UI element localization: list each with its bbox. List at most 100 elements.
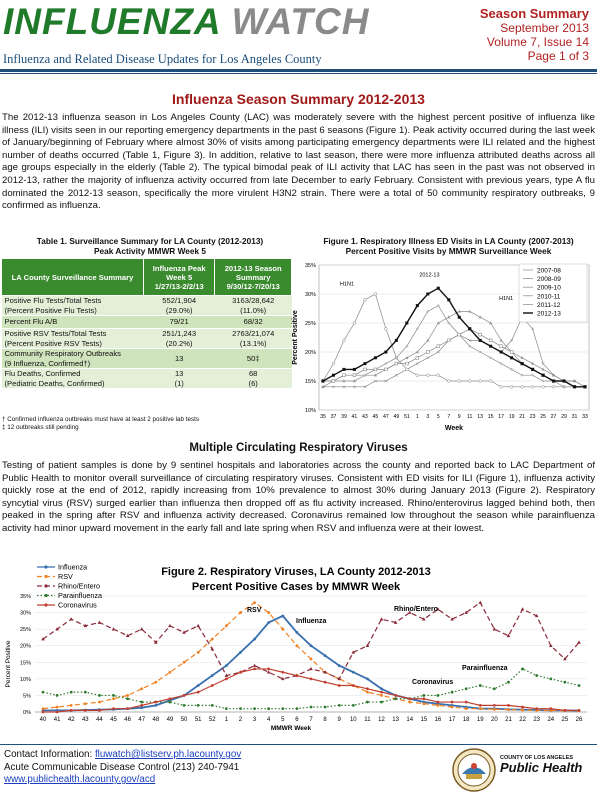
- data-point: [168, 623, 172, 628]
- series-line-coronavirus: [43, 668, 579, 713]
- data-point: [447, 379, 451, 383]
- data-point: [295, 707, 299, 711]
- data-point: [352, 321, 357, 325]
- x-tick-label: 17: [498, 414, 504, 420]
- data-point: [352, 373, 357, 377]
- x-tick-label: 50: [181, 717, 188, 723]
- x-tick-label: 39: [341, 414, 347, 420]
- row-label-line1: Positive Flu Tests/Total Tests: [4, 296, 102, 305]
- contact-line1: Contact Information: fluwatch@listserv.p…: [4, 749, 241, 762]
- legend-marker: [44, 603, 48, 607]
- data-point: [321, 385, 325, 389]
- data-point: [450, 705, 454, 709]
- data-point: [69, 708, 73, 712]
- data-point: [468, 338, 472, 342]
- data-point: [415, 356, 419, 360]
- x-tick-label: 45: [110, 717, 117, 723]
- data-point: [196, 703, 200, 707]
- data-point: [323, 670, 327, 674]
- data-point: [563, 708, 567, 712]
- row-label-line1: Percent Flu A/B: [4, 317, 58, 327]
- data-point: [468, 379, 472, 383]
- data-point: [384, 362, 388, 366]
- y-tick-label: 10%: [20, 677, 31, 683]
- data-point: [394, 373, 398, 377]
- data-point: [499, 350, 503, 354]
- x-tick-label: 25: [562, 717, 569, 723]
- season-value-line1: 2763/21,074: [232, 329, 275, 338]
- data-point: [422, 697, 426, 701]
- data-point: [415, 304, 419, 308]
- data-point: [405, 367, 409, 372]
- data-point: [126, 707, 130, 711]
- issue-info: Season Summary September 2013 Volume 7, …: [480, 6, 589, 63]
- series-annotation: Influenza: [296, 618, 326, 625]
- x-tick-label: 3: [426, 414, 429, 420]
- data-point: [69, 690, 73, 694]
- contact-line2: Acute Communicable Disease Control (213)…: [4, 761, 240, 773]
- data-point: [352, 385, 356, 389]
- y-axis-label: Percent Positive: [5, 640, 12, 687]
- figure1-chart: 10%15%20%25%30%35%35 37 39 41 43 45 47 49 51 1 3 5 7…: [292, 263, 590, 432]
- data-point: [83, 708, 87, 712]
- data-point: [309, 705, 313, 709]
- data-point: [492, 703, 496, 707]
- data-point: [224, 673, 229, 677]
- data-point: [352, 367, 356, 371]
- data-point: [548, 643, 553, 648]
- y-tick-label: 25%: [20, 627, 31, 633]
- x-tick-label: 9: [458, 414, 461, 420]
- figure1-title-line1: Figure 1. Respiratory Illness ED Visits …: [323, 236, 574, 246]
- data-point: [331, 361, 336, 366]
- table1-title-line1: Table 1. Surveillance Summary for LA Cou…: [36, 236, 264, 246]
- table1-title: Table 1. Surveillance Summary for LA Cou…: [0, 236, 300, 256]
- data-point: [436, 286, 440, 290]
- data-point: [380, 687, 383, 691]
- data-point: [337, 664, 341, 667]
- data-point: [309, 666, 313, 671]
- data-point: [55, 710, 59, 714]
- data-point: [447, 321, 451, 325]
- legend-label: 2012-13: [537, 311, 561, 318]
- data-point: [384, 379, 388, 383]
- data-point: [239, 707, 242, 711]
- data-point: [531, 361, 535, 365]
- data-point: [267, 611, 271, 614]
- data-point: [295, 674, 299, 677]
- row-label-line1: Community Respiratory Outbreaks: [4, 349, 121, 358]
- data-point: [552, 373, 556, 377]
- x-tick-label: 18: [463, 717, 470, 723]
- data-point: [552, 379, 556, 383]
- website-link[interactable]: www.publichealth.lacounty.gov/acd: [4, 774, 156, 785]
- data-point: [489, 321, 493, 325]
- data-point: [457, 315, 461, 319]
- data-point: [422, 617, 426, 621]
- data-point: [563, 680, 567, 684]
- data-point: [154, 700, 158, 704]
- section2-paragraph: Testing of patient samples is done by 9 …: [2, 460, 595, 534]
- data-point: [281, 627, 285, 631]
- table-row: Community Respiratory Outbreaks (9 Influe…: [1, 348, 292, 369]
- data-point: [351, 684, 355, 687]
- figure1-title: Figure 1. Respiratory Illness ED Visits …: [300, 236, 597, 256]
- figure2-title: Figure 2. Respiratory Viruses, LA County…: [161, 566, 431, 578]
- x-tick-label: 37: [331, 414, 337, 420]
- data-point: [531, 367, 535, 371]
- data-point: [541, 373, 545, 377]
- data-point: [521, 708, 524, 712]
- x-tick-label: 21: [505, 717, 512, 723]
- data-point: [196, 650, 200, 654]
- issue-volume: Volume 7, Issue 14: [486, 35, 589, 49]
- data-point: [541, 367, 545, 371]
- masthead-word-influenza: INFLUENZA: [3, 1, 221, 42]
- row-peak-value: 13 (1): [143, 368, 215, 389]
- data-point: [478, 707, 482, 711]
- data-point: [507, 680, 510, 684]
- series-line-2007-08: [322, 311, 586, 388]
- data-point: [499, 338, 503, 342]
- x-tick-label: 19: [477, 717, 484, 723]
- row-label: Community Respiratory Outbreaks (9 Influe…: [1, 348, 144, 369]
- row-peak-value: 552/1,904 (29.0%): [143, 295, 215, 316]
- page-headline: Influenza Season Summary 2012-2013: [172, 91, 425, 107]
- contact-email-link[interactable]: fluwatch@listserv.ph.lacounty.gov: [94, 749, 242, 760]
